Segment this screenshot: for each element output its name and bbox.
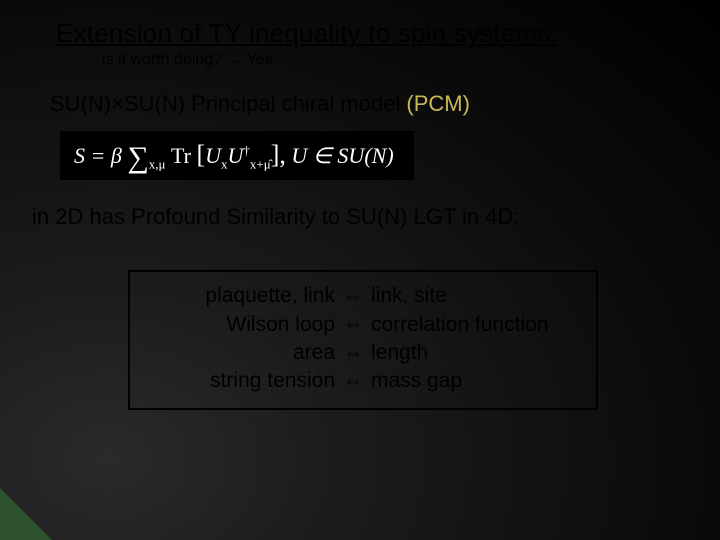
analogy-right: length [371, 339, 561, 367]
double-arrow-icon: ⇔ [343, 340, 363, 367]
analogy-row: string tension ⇔ mass gap [146, 367, 580, 395]
formula-u2-sub: x+μ̂ [250, 156, 271, 171]
analogy-row: Wilson loop ⇔ correlation function [146, 311, 580, 339]
formula-u1: U [205, 143, 221, 168]
similarity-line: in 2D has Profound Similarity to SU(N) L… [32, 204, 680, 230]
analogy-box: plaquette, link ⇔ link, site Wilson loop… [128, 270, 598, 409]
formula-sum: ∑ [127, 141, 148, 174]
slide-title: Extension of TY inequality to spin syste… [56, 18, 680, 49]
analogy-left: Wilson loop [165, 311, 335, 339]
formula-lhs: S = β [74, 143, 122, 168]
analogy-right: link, site [371, 282, 561, 310]
double-arrow-icon: ⇔ [343, 311, 363, 338]
formula-cond: U ∈ SU(N) [291, 143, 393, 168]
formula-tr: Tr [171, 143, 197, 168]
formula-bracket-close: ], [271, 140, 286, 169]
double-arrow-icon: ⇔ [343, 283, 363, 310]
model-line: SU(N)×SU(N) Principal chiral model (PCM) [50, 91, 680, 117]
analogy-left: plaquette, link [165, 282, 335, 310]
corner-accent-icon [0, 488, 52, 540]
slide-subtitle: is it worth doing? → Yes. [102, 51, 680, 69]
formula-box: S = β ∑x,μ Tr [UxU†x+μ̂], U ∈ SU(N) [60, 131, 414, 180]
model-prefix: SU(N)×SU(N) Principal chiral model [50, 91, 406, 116]
formula-sum-sub: x,μ [149, 156, 166, 171]
analogy-right: mass gap [371, 367, 561, 395]
formula-bracket-open: [ [196, 140, 205, 169]
analogy-left: string tension [165, 367, 335, 395]
analogy-right: correlation function [371, 311, 561, 339]
double-arrow-icon: ⇔ [343, 368, 363, 395]
pcm-label: (PCM) [406, 91, 470, 116]
analogy-row: plaquette, link ⇔ link, site [146, 282, 580, 310]
analogy-row: area ⇔ length [146, 339, 580, 367]
analogy-left: area [165, 339, 335, 367]
formula-u2: U [228, 143, 244, 168]
